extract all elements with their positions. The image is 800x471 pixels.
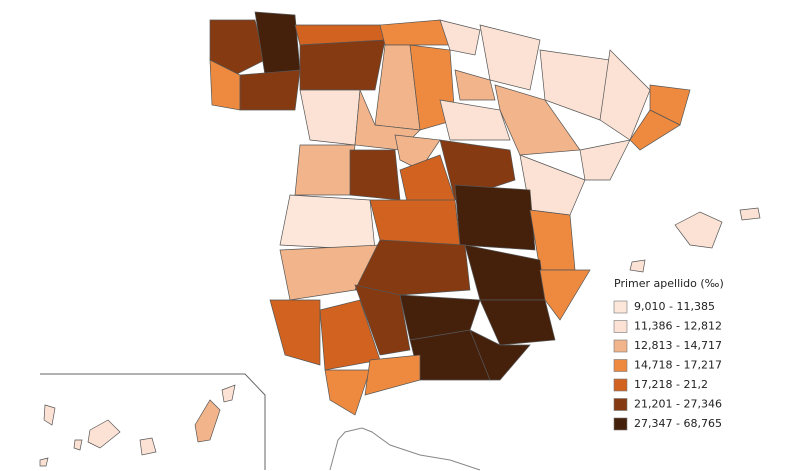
legend-label: 9,010 - 11,385 (634, 300, 715, 313)
province (43, 404, 56, 426)
legend-label: 14,718 - 17,217 (634, 359, 722, 372)
legend-swatch (613, 417, 628, 431)
province (469, 329, 531, 381)
legend-swatch (613, 378, 628, 392)
canary-inset-frame (40, 373, 266, 470)
legend-swatch (613, 398, 628, 411)
province (279, 194, 376, 251)
province (539, 269, 591, 321)
province (739, 207, 761, 221)
province (299, 89, 361, 146)
legend-label: 11,386 - 12,812 (634, 320, 722, 333)
province (369, 199, 461, 246)
legend-label: 17,218 - 21,2 (634, 378, 708, 391)
province (294, 144, 356, 196)
province (73, 439, 83, 451)
province (354, 284, 411, 356)
province (354, 239, 471, 296)
province (221, 384, 236, 403)
province (269, 299, 321, 366)
legend-swatch (613, 320, 628, 333)
legend-title: Primer apellido (‰) (614, 277, 724, 290)
province (494, 84, 581, 156)
province (139, 437, 157, 456)
province (464, 244, 546, 301)
africa-outline (329, 427, 481, 471)
province (209, 19, 266, 76)
province (439, 19, 481, 56)
province (439, 99, 511, 141)
province (87, 419, 121, 449)
province (454, 69, 496, 101)
province (324, 369, 371, 416)
province (254, 11, 301, 76)
province (379, 19, 451, 46)
province (349, 149, 401, 201)
province (364, 354, 421, 396)
legend-label: 27,347 - 68,765 (634, 417, 722, 430)
provinces (39, 11, 761, 467)
province (194, 399, 221, 443)
province (299, 39, 386, 91)
legend-label: 12,813 - 14,717 (634, 339, 722, 352)
province (674, 211, 723, 249)
legend: 9,010 - 11,385 11,386 - 12,812 12,813 - 14… (613, 300, 722, 431)
province (629, 109, 681, 151)
legend-swatch (613, 300, 628, 314)
legend-label: 21,201 - 27,346 (634, 398, 722, 411)
province (39, 457, 49, 467)
province (579, 139, 631, 181)
province (479, 24, 541, 91)
province (239, 69, 301, 111)
province (629, 259, 646, 273)
legend-swatch (613, 359, 628, 372)
province (454, 184, 536, 251)
legend-swatch (613, 339, 628, 353)
province (479, 299, 556, 346)
